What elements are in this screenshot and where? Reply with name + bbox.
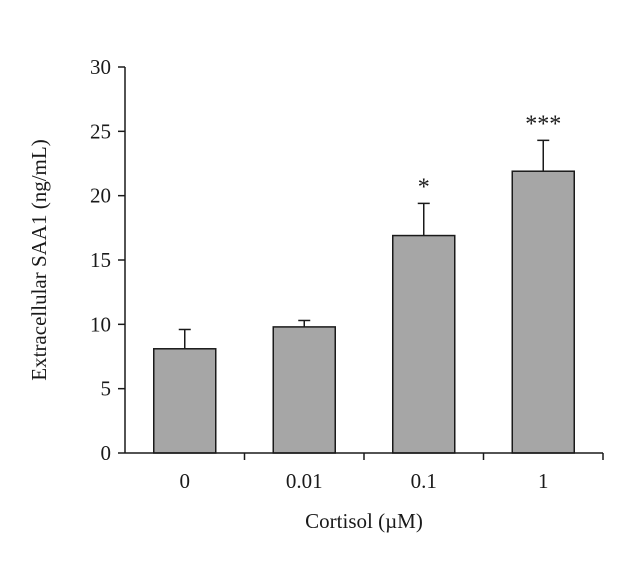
bar xyxy=(392,234,456,454)
y-axis-title: Extracellular SAA1 (ng/mL) xyxy=(27,139,51,380)
y-tick-label: 0 xyxy=(101,441,112,465)
y-ticks-group: 0 5 10 15 20 25 30 xyxy=(90,55,125,465)
x-tick-label: 0 xyxy=(180,469,191,493)
x-ticks-group: 0 0.01 0.1 1 xyxy=(180,453,604,493)
bar xyxy=(272,326,336,454)
y-tick-label: 25 xyxy=(90,119,111,143)
error-bars-group xyxy=(178,139,550,349)
y-tick-label: 15 xyxy=(90,248,111,272)
y-tick-label: 20 xyxy=(90,184,111,208)
significance-group: **** xyxy=(418,111,562,200)
significance-label: *** xyxy=(525,111,561,137)
x-tick-label: 0.01 xyxy=(286,469,323,493)
x-axis-title: Cortisol (µM) xyxy=(305,509,423,533)
bars-group xyxy=(153,170,575,454)
bar xyxy=(511,170,575,454)
y-tick-label: 5 xyxy=(101,377,112,401)
y-tick-label: 30 xyxy=(90,55,111,79)
x-tick-label: 0.1 xyxy=(411,469,437,493)
x-tick-label: 1 xyxy=(538,469,549,493)
y-tick-label: 10 xyxy=(90,312,111,336)
bar xyxy=(153,348,217,454)
significance-label: * xyxy=(418,174,430,200)
